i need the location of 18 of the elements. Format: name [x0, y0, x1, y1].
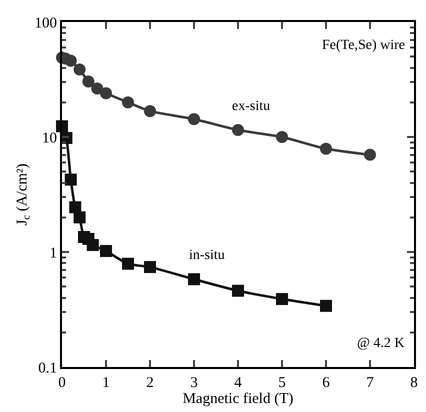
x-tick-label: 2 [146, 375, 154, 391]
x-axis-title: Magnetic field (T) [182, 391, 294, 407]
x-tick-label: 8 [410, 375, 418, 391]
x-tick-label: 4 [234, 375, 242, 391]
y-tick-label: 0.1 [38, 360, 57, 376]
x-tick-label: 5 [278, 375, 286, 391]
x-tick-label: 6 [322, 375, 330, 391]
x-tick-label: 3 [190, 375, 198, 391]
y-tick-label: 10 [42, 130, 57, 146]
x-tick-label: 0 [58, 375, 66, 391]
series-label: ex-situ [232, 99, 270, 114]
y-tick-label: 1 [50, 245, 57, 262]
annotation: Fe(Te,Se) wire [322, 38, 405, 53]
x-tick-label: 1 [102, 375, 110, 391]
series-label: in-situ [189, 248, 225, 263]
annotation: @ 4.2 K [357, 336, 405, 351]
y-tick-label: 100 [34, 15, 57, 32]
x-tick-label: 7 [366, 375, 374, 391]
